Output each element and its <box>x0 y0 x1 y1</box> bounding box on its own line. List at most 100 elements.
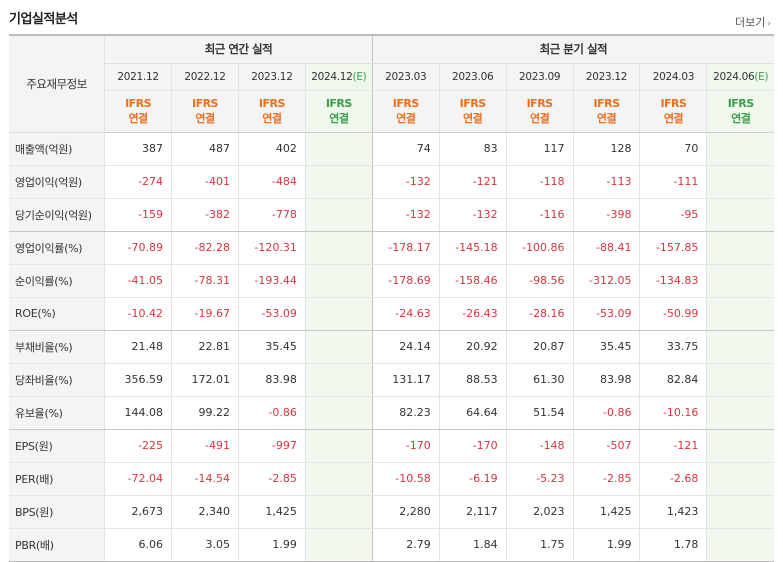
quarter-value-cell <box>706 132 774 166</box>
annual-value-cell <box>304 429 373 463</box>
annual-value-cell: -997 <box>237 429 306 463</box>
annual-value-cell: 2,340 <box>171 495 239 529</box>
annual-value-cell: -41.05 <box>104 264 172 298</box>
annual-value-cell: -10.42 <box>104 297 172 331</box>
quarter-value-cell: 64.64 <box>438 396 507 430</box>
annual-group-header: 최근 연간 실적 <box>104 35 373 64</box>
quarter-value-cell: -134.83 <box>639 264 707 298</box>
annual-value-cell <box>304 165 373 199</box>
annual-value-cell: 22.81 <box>171 330 239 364</box>
quarter-value-cell: -26.43 <box>438 297 507 331</box>
quarter-value-cell <box>706 330 774 364</box>
quarter-value-cell: -132 <box>371 165 440 199</box>
quarter-value-cell: -116 <box>505 198 574 232</box>
quarter-value-cell: -158.46 <box>438 264 507 298</box>
quarter-value-cell: -178.17 <box>371 231 440 265</box>
quarter-value-cell: 1.99 <box>572 528 640 562</box>
annual-value-cell: 1.99 <box>237 528 306 562</box>
annual-value-cell: -78.31 <box>171 264 239 298</box>
quarter-value-cell: -53.09 <box>572 297 640 331</box>
quarter-value-cell: -28.16 <box>505 297 574 331</box>
quarter-value-cell: -50.99 <box>639 297 707 331</box>
quarter-value-cell: 61.30 <box>505 363 574 397</box>
quarter-value-cell: -170 <box>371 429 440 463</box>
annual-value-cell: -72.04 <box>104 462 172 496</box>
table-row: BPS(원) 2,673 2,340 1,425 2,280 2,117 2,023 1,42… <box>9 495 774 529</box>
row-label: 순이익률(%) <box>9 264 105 298</box>
quarter-value-cell: -121 <box>639 429 707 463</box>
quarter-value-cell <box>706 297 774 331</box>
annual-value-cell: -2.85 <box>237 462 306 496</box>
quarter-period-header: 2023.03 <box>371 63 440 91</box>
row-label: 당좌비율(%) <box>9 363 105 397</box>
quarter-value-cell: -100.86 <box>505 231 574 265</box>
annual-value-cell: 1,425 <box>237 495 306 529</box>
quarter-value-cell: 82.84 <box>639 363 707 397</box>
quarter-value-cell <box>706 363 774 397</box>
quarter-period-header: 2023.12 <box>572 63 640 91</box>
annual-value-cell: -274 <box>104 165 172 199</box>
quarter-value-cell: -118 <box>505 165 574 199</box>
annual-value-cell: -484 <box>237 165 306 199</box>
quarter-value-cell <box>706 264 774 298</box>
quarter-value-cell: -111 <box>639 165 707 199</box>
quarter-value-cell: -0.86 <box>572 396 640 430</box>
annual-value-cell: -19.67 <box>171 297 239 331</box>
annual-value-cell <box>304 396 373 430</box>
quarter-value-cell: 128 <box>572 132 640 166</box>
annual-value-cell <box>304 462 373 496</box>
row-label: PER(배) <box>9 462 105 496</box>
quarter-period-header: 2024.06(E) <box>706 63 774 91</box>
quarter-value-cell: -10.16 <box>639 396 707 430</box>
row-label: ROE(%) <box>9 297 105 331</box>
quarter-value-cell: -121 <box>438 165 507 199</box>
annual-period-header: 2023.12 <box>237 63 306 91</box>
annual-value-cell <box>304 132 373 166</box>
quarter-value-cell: -145.18 <box>438 231 507 265</box>
more-link[interactable]: 더보기 › <box>735 14 771 30</box>
quarter-value-cell: 1,423 <box>639 495 707 529</box>
quarter-value-cell: -178.69 <box>371 264 440 298</box>
quarter-value-cell: 1.75 <box>505 528 574 562</box>
quarter-period-header: 2023.06 <box>438 63 507 91</box>
annual-value-cell <box>304 264 373 298</box>
quarter-value-cell: -170 <box>438 429 507 463</box>
annual-value-cell: -193.44 <box>237 264 306 298</box>
row-label: 매출액(억원) <box>9 132 105 166</box>
table-row: 당좌비율(%) 356.59 172.01 83.98 131.17 88.53 61.30… <box>9 363 774 397</box>
financial-summary-table: 주요재무정보 최근 연간 실적 최근 분기 실적 2021.12 2022.12 2023… <box>9 34 774 562</box>
accounting-basis-header: IFRS 연결 <box>171 90 239 133</box>
row-label: 당기순이익(억원) <box>9 198 105 232</box>
quarter-value-cell <box>706 231 774 265</box>
annual-value-cell: 99.22 <box>171 396 239 430</box>
quarter-value-cell: 1,425 <box>572 495 640 529</box>
annual-value-cell: -82.28 <box>171 231 239 265</box>
annual-value-cell: -14.54 <box>171 462 239 496</box>
estimate-mark: (E) <box>352 70 367 83</box>
table-row: 당기순이익(억원) -159 -382 -778 -132 -132 -116 -398 -95 <box>9 198 774 232</box>
annual-value-cell <box>304 495 373 529</box>
quarter-value-cell <box>706 165 774 199</box>
accounting-basis-header: IFRS 연결 <box>505 90 574 133</box>
table-row: PER(배) -72.04 -14.54 -2.85 -10.58 -6.19 -5.23-… <box>9 462 774 496</box>
section-title: 기업실적분석 <box>9 12 78 27</box>
quarter-value-cell: 35.45 <box>572 330 640 364</box>
table-row: 유보율(%) 144.08 99.22 -0.86 82.23 64.64 51.54 -0.… <box>9 396 774 430</box>
annual-value-cell: -225 <box>104 429 172 463</box>
row-label: 영업이익(억원) <box>9 165 105 199</box>
quarter-value-cell: -5.23 <box>505 462 574 496</box>
annual-value-cell: -401 <box>171 165 239 199</box>
accounting-basis-header: IFRS 연결 <box>572 90 640 133</box>
annual-value-cell <box>304 330 373 364</box>
annual-value-cell: 6.06 <box>104 528 172 562</box>
quarter-value-cell: -24.63 <box>371 297 440 331</box>
annual-value-cell: 83.98 <box>237 363 306 397</box>
quarter-value-cell: 51.54 <box>505 396 574 430</box>
row-label: 영업이익률(%) <box>9 231 105 265</box>
quarter-value-cell: 117 <box>505 132 574 166</box>
quarter-value-cell: 131.17 <box>371 363 440 397</box>
row-header-label: 주요재무정보 <box>9 35 105 133</box>
row-label: 유보율(%) <box>9 396 105 430</box>
quarter-value-cell: 88.53 <box>438 363 507 397</box>
annual-value-cell <box>304 198 373 232</box>
